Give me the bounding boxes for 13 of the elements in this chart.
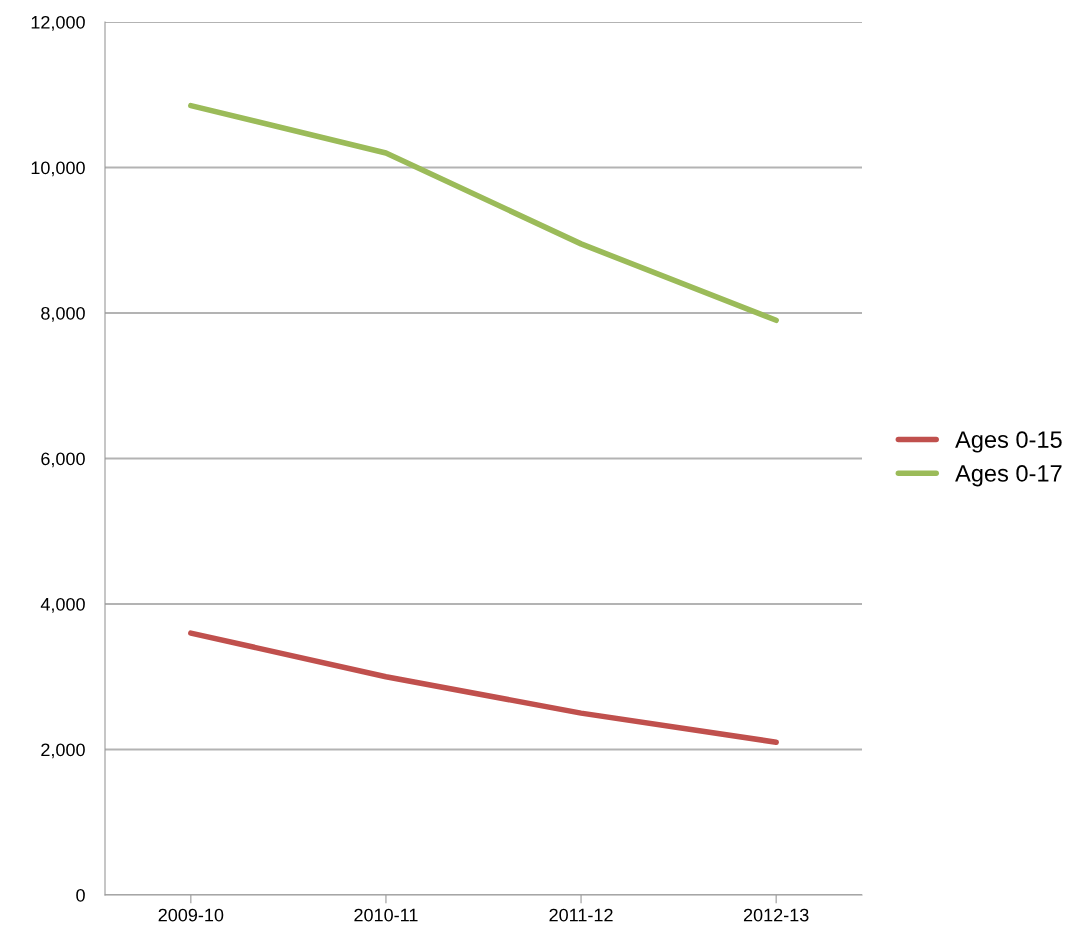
x-tick-label: 2010-11: [354, 908, 418, 922]
legend-label: Ages 0-15: [955, 431, 1062, 453]
legend-label: Ages 0-17: [955, 465, 1062, 487]
y-tick-label: 12,000: [31, 15, 85, 31]
y-tick-label: 10,000: [31, 161, 85, 177]
y-tick-label: 8,000: [41, 306, 85, 322]
x-tick-label: 2011-12: [549, 908, 613, 922]
y-tick-label: 2,000: [41, 743, 85, 759]
y-tick-label: 0: [76, 888, 85, 902]
y-tick-label: 6,000: [41, 452, 85, 468]
y-tick-label: 4,000: [40, 597, 85, 613]
x-tick-label: 2012-13: [743, 908, 809, 922]
x-tick-label: 2009-10: [158, 908, 224, 922]
